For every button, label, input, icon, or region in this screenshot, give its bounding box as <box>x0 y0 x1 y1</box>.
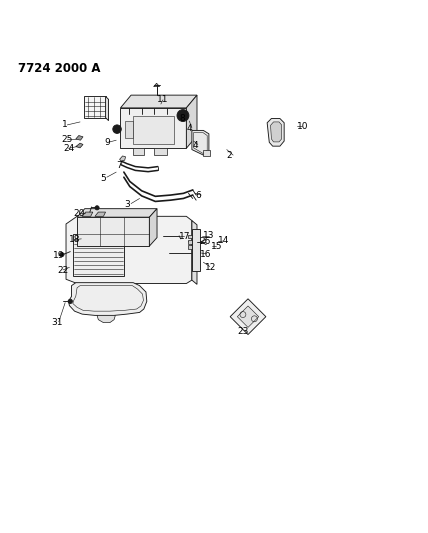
Circle shape <box>68 299 72 303</box>
Text: 12: 12 <box>205 263 216 272</box>
Polygon shape <box>76 143 83 148</box>
Polygon shape <box>192 229 200 271</box>
Text: 18: 18 <box>69 235 81 244</box>
Polygon shape <box>95 212 106 216</box>
Polygon shape <box>76 135 83 140</box>
Circle shape <box>95 206 99 210</box>
Polygon shape <box>73 234 124 276</box>
Text: 25: 25 <box>62 135 73 144</box>
Text: 4: 4 <box>187 124 193 133</box>
Polygon shape <box>203 150 210 156</box>
Polygon shape <box>97 316 116 322</box>
Text: 15: 15 <box>211 241 222 251</box>
Polygon shape <box>77 217 149 246</box>
Polygon shape <box>66 216 192 284</box>
Text: 8: 8 <box>179 114 185 123</box>
Polygon shape <box>119 156 125 161</box>
Circle shape <box>194 245 199 249</box>
Text: 5: 5 <box>100 174 106 183</box>
Polygon shape <box>133 116 174 144</box>
Text: 31: 31 <box>51 318 63 327</box>
Polygon shape <box>68 282 147 316</box>
Polygon shape <box>120 95 197 108</box>
Text: 7724 2000 A: 7724 2000 A <box>18 62 101 75</box>
Text: 24: 24 <box>63 144 74 153</box>
Circle shape <box>177 110 189 122</box>
Circle shape <box>194 239 199 245</box>
Text: 23: 23 <box>238 327 249 336</box>
Polygon shape <box>230 299 266 335</box>
Polygon shape <box>77 209 157 217</box>
Circle shape <box>113 125 121 133</box>
Polygon shape <box>237 306 259 327</box>
Polygon shape <box>270 122 282 142</box>
Text: 4: 4 <box>193 141 198 150</box>
Text: 9: 9 <box>104 138 110 147</box>
Text: 11: 11 <box>157 95 169 104</box>
Text: 22: 22 <box>57 266 69 275</box>
Polygon shape <box>155 148 167 155</box>
Text: 20: 20 <box>74 209 85 218</box>
Polygon shape <box>125 120 133 138</box>
Polygon shape <box>133 148 144 155</box>
Polygon shape <box>188 245 198 248</box>
Text: 26: 26 <box>199 237 211 246</box>
Polygon shape <box>82 212 93 216</box>
Polygon shape <box>188 235 198 238</box>
Text: 17: 17 <box>179 232 190 241</box>
Circle shape <box>116 127 119 131</box>
Circle shape <box>180 112 186 118</box>
Polygon shape <box>188 240 198 244</box>
Polygon shape <box>84 96 106 118</box>
Text: 1: 1 <box>62 120 68 130</box>
Polygon shape <box>267 118 284 146</box>
Polygon shape <box>154 83 160 87</box>
Circle shape <box>59 253 64 257</box>
Polygon shape <box>149 209 157 246</box>
Text: 7: 7 <box>116 161 122 170</box>
Polygon shape <box>192 131 209 155</box>
Text: 14: 14 <box>218 237 230 246</box>
Polygon shape <box>186 95 197 148</box>
Circle shape <box>194 234 199 239</box>
Text: 3: 3 <box>125 200 131 209</box>
Polygon shape <box>120 108 186 148</box>
Polygon shape <box>192 221 197 285</box>
Text: 10: 10 <box>297 122 309 131</box>
Text: 16: 16 <box>200 250 212 259</box>
Text: 2: 2 <box>227 151 232 159</box>
Text: 6: 6 <box>195 191 201 200</box>
Text: 13: 13 <box>203 231 215 240</box>
Polygon shape <box>106 96 109 120</box>
Text: 19: 19 <box>53 252 65 260</box>
